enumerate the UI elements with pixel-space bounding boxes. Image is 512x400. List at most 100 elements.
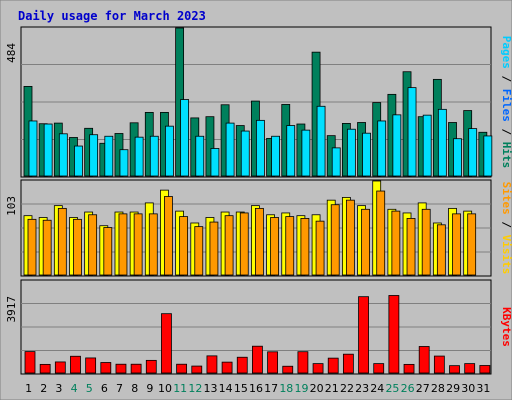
series-name-hits: Hits [500,142,512,169]
files-bar [89,134,99,177]
files-bar [362,132,371,177]
kbytes-bar [145,359,157,374]
x-tick-label: 13 [204,382,218,395]
x-tick-label: 26 [401,382,415,395]
x-tick-label: 28 [431,382,445,395]
sites-bar [239,212,249,276]
x-tick-label: 27 [416,382,430,395]
files-bar [331,147,341,177]
sites-bar [285,216,295,276]
sites-bar [224,215,234,276]
files-bar [437,108,447,177]
files-bar [58,133,68,177]
x-tick-label: 10 [158,382,172,395]
x-tick-label: 7 [116,382,123,395]
x-tick-label: 17 [264,382,278,395]
series-name-sites: Sites [500,182,512,215]
sites-bar [300,218,310,276]
files-bar [195,135,205,177]
y-max-label: 484 [5,43,18,63]
kbytes-bar [206,355,218,374]
series-name-visits: Visits [500,235,512,275]
files-bar [392,114,402,177]
x-tick-label: 20 [310,382,324,395]
sites-bar [255,207,264,276]
kbytes-bar [161,313,172,374]
hits-panel: 484 Pages / Files / Hits [5,26,512,178]
sites-bar [376,190,386,276]
visits-panel: 103 Sites / Visits [5,179,512,277]
sites-bar [270,217,279,276]
files-bar [74,145,83,177]
kbytes-bar [130,363,142,374]
sites-bar [133,213,143,276]
x-tick-label: 16 [249,382,263,395]
right-series-label: Pages / Files / Hits [500,36,512,169]
sites-bar [406,218,416,276]
kbytes-bar [479,365,491,374]
sites-bar [330,204,340,276]
chart-title: Daily usage for March 2023 [18,9,206,23]
sites-bar [436,224,446,276]
kbytes-bar [176,363,188,374]
kbytes-bar [115,363,127,374]
x-tick-label: 21 [325,382,339,395]
x-tick-label: 12 [188,382,202,395]
kbytes-bar [39,363,51,374]
x-tick-label: 9 [146,382,153,395]
kbytes-bar [342,353,354,374]
sites-bar [103,227,113,276]
kbytes-bar [267,351,278,374]
kbytes-bar [191,365,203,374]
x-tick-label: 24 [370,382,384,395]
sites-bar [361,208,370,276]
sites-bar [345,199,355,276]
kbytes-bar [252,345,263,374]
kbytes-panel: 3917 KBytes [5,279,512,375]
x-tick-label: 18 [279,382,293,395]
series-name-pages: Pages [500,36,512,69]
sites-bar [179,216,189,276]
series-name-kbytes: KBytes [500,307,512,347]
sites-bar [73,218,82,276]
x-tick-label: 2 [40,382,47,395]
x-tick-label: 31 [476,382,490,395]
files-bar [346,128,356,177]
x-tick-label: 6 [101,382,108,395]
x-tick-label: 22 [340,382,354,395]
kbytes-bar [418,346,430,374]
kbytes-bar [236,356,248,374]
kbytes-bar [373,363,385,374]
x-tick-label: 25 [385,382,399,395]
kbytes-bar [449,365,460,374]
files-bar [453,138,462,177]
y-max-label: 3917 [5,296,18,323]
files-bar [468,128,478,177]
files-bar [286,125,296,177]
sites-bar [57,207,67,276]
files-bar [301,129,311,177]
kbytes-bar [327,357,339,374]
files-bar [483,135,493,177]
files-bar [119,149,129,177]
sites-bar [194,226,204,276]
files-bar [256,119,265,177]
x-tick-label: 23 [355,382,369,395]
series-name-files: Files [500,89,512,122]
sites-bar [452,213,461,276]
sites-bar [209,221,219,276]
x-tick-label: 5 [86,382,93,395]
sites-bar [148,213,158,276]
kbytes-bar [312,363,324,374]
files-bar [149,135,159,177]
files-bar [210,148,220,177]
kbytes-bar [282,365,294,374]
files-bar [104,135,114,177]
x-tick-label: 8 [131,382,138,395]
kbytes-bar [433,355,445,374]
sites-bar [421,208,431,276]
kbytes-bar [358,296,369,374]
sites-bar [42,219,52,276]
sites-bar [118,213,128,276]
